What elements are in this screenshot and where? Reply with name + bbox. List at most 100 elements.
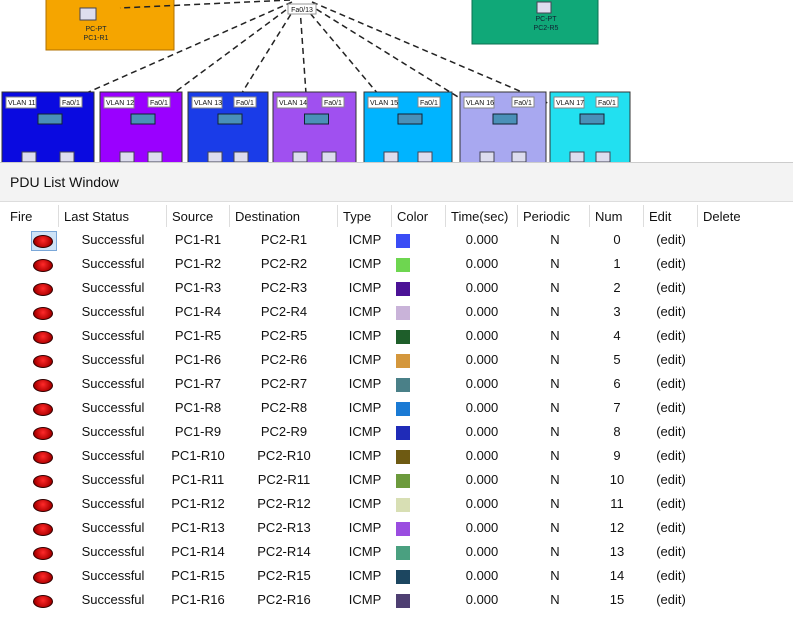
column-header: Destination (235, 209, 301, 224)
port-box (595, 96, 619, 108)
fire-button[interactable] (33, 523, 53, 536)
destination: PC2-R11 (257, 472, 311, 487)
port-label: Fa0/1 (420, 100, 438, 107)
edit-link[interactable]: (edit) (656, 424, 686, 439)
edit-link[interactable]: (edit) (656, 232, 686, 247)
fire-button[interactable] (33, 259, 53, 272)
port-label: Fa0/1 (598, 100, 616, 107)
fire-button[interactable] (33, 379, 53, 392)
time: 0.000 (465, 424, 499, 439)
edit-link[interactable]: (edit) (656, 304, 686, 319)
last-status: Successful (81, 304, 145, 319)
destination: PC2-R3 (260, 280, 308, 295)
color-swatch (396, 258, 410, 272)
column-header: Color (397, 209, 429, 224)
pc-icon (207, 151, 223, 162)
pc-group (45, 0, 175, 51)
color-swatch (396, 330, 410, 344)
fire-button[interactable] (33, 283, 53, 296)
num: 6 (613, 376, 621, 391)
vlan-label: VLAN 13 (194, 100, 222, 107)
num: 1 (613, 256, 621, 271)
periodic: N (550, 544, 560, 559)
switch-icon (217, 113, 243, 125)
edit-link[interactable]: (edit) (656, 376, 686, 391)
port-label: Fa0/1 (236, 100, 254, 107)
pc-icon (417, 151, 433, 162)
edit-link[interactable]: (edit) (656, 520, 686, 535)
edit-link[interactable]: (edit) (656, 472, 686, 487)
periodic: N (550, 592, 560, 607)
fire-button[interactable] (33, 499, 53, 512)
column-separator (643, 205, 644, 227)
vlan-label-box (276, 96, 308, 109)
color-swatch (396, 426, 410, 440)
edit-link[interactable]: (edit) (656, 496, 686, 511)
periodic: N (550, 304, 560, 319)
last-status: Successful (81, 328, 145, 343)
port-box (59, 96, 83, 108)
column-separator (166, 205, 167, 227)
type: ICMP (348, 232, 382, 247)
edit-link[interactable]: (edit) (656, 544, 686, 559)
num: 15 (609, 592, 625, 607)
destination: PC2-R2 (260, 256, 308, 271)
source: PC1-R5 (174, 328, 222, 343)
fire-button[interactable] (33, 571, 53, 584)
type: ICMP (348, 424, 382, 439)
type: ICMP (348, 496, 382, 511)
color-swatch (396, 498, 410, 512)
color-swatch (396, 354, 410, 368)
switch-icon (130, 113, 156, 125)
fire-button[interactable] (33, 595, 53, 608)
time: 0.000 (465, 232, 499, 247)
edit-link[interactable]: (edit) (656, 568, 686, 583)
destination: PC2-R14 (257, 544, 311, 559)
destination: PC2-R6 (260, 352, 308, 367)
destination: PC2-R1 (260, 232, 308, 247)
source: PC1-R9 (174, 424, 222, 439)
pc-icon (21, 151, 37, 162)
fire-button[interactable] (33, 427, 53, 440)
vlan-label: VLAN 14 (279, 100, 307, 107)
num: 11 (610, 496, 624, 511)
edit-link[interactable]: (edit) (656, 256, 686, 271)
fire-button[interactable] (33, 235, 53, 248)
num: 9 (613, 448, 621, 463)
type: ICMP (348, 400, 382, 415)
edit-link[interactable]: (edit) (656, 280, 686, 295)
node-type: PC-PT (86, 26, 108, 33)
fire-button[interactable] (33, 547, 53, 560)
pc-icon (595, 151, 611, 162)
pc-icon (233, 151, 249, 162)
fire-button[interactable] (33, 355, 53, 368)
fire-button[interactable] (33, 451, 53, 464)
time: 0.000 (465, 400, 499, 415)
fire-button[interactable] (33, 331, 53, 344)
type: ICMP (348, 568, 382, 583)
vlan-label: VLAN 11 (8, 100, 36, 107)
port-label: Fa0/13 (291, 7, 313, 14)
edit-link[interactable]: (edit) (656, 448, 686, 463)
column-header: Source (172, 209, 214, 224)
time: 0.000 (465, 472, 499, 487)
time: 0.000 (465, 448, 499, 463)
edit-link[interactable]: (edit) (656, 592, 686, 607)
periodic: N (550, 424, 560, 439)
source: PC1-R14 (171, 544, 225, 559)
edit-link[interactable]: (edit) (656, 328, 686, 343)
destination: PC2-R4 (260, 304, 308, 319)
periodic: N (550, 568, 560, 583)
type: ICMP (348, 448, 382, 463)
fire-button[interactable] (33, 307, 53, 320)
edit-link[interactable]: (edit) (656, 352, 686, 367)
pc-icon (321, 151, 337, 162)
port-box (417, 96, 441, 108)
periodic: N (550, 520, 560, 535)
fire-button[interactable] (33, 475, 53, 488)
num: 0 (613, 232, 621, 247)
fire-button[interactable] (33, 403, 53, 416)
periodic: N (550, 472, 560, 487)
destination: PC2-R9 (260, 424, 308, 439)
edit-link[interactable]: (edit) (656, 400, 686, 415)
